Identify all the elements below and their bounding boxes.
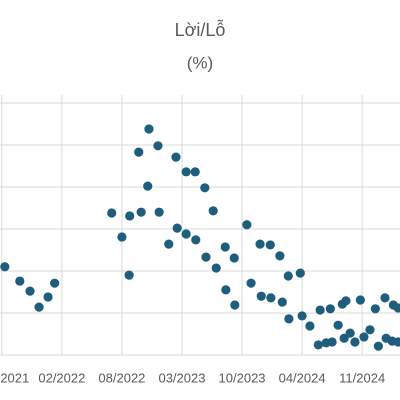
point [211, 263, 221, 273]
x-tick-label: 11/2024 [339, 370, 385, 385]
point [229, 253, 239, 263]
point [117, 232, 127, 242]
point [373, 341, 383, 351]
point [191, 235, 201, 245]
point [144, 124, 154, 134]
point [208, 206, 218, 216]
point [370, 304, 380, 314]
point [34, 302, 44, 312]
point [255, 239, 265, 249]
point [153, 141, 163, 151]
point [221, 285, 231, 295]
point [266, 293, 276, 303]
x-tick-label: 08/2022 [98, 370, 145, 385]
point [50, 278, 60, 288]
point [172, 223, 182, 233]
points [0, 124, 400, 351]
point [246, 278, 256, 288]
point [164, 239, 174, 249]
point [393, 337, 400, 347]
point [107, 208, 117, 218]
point [305, 321, 315, 331]
point [0, 262, 10, 272]
point [393, 303, 400, 313]
point [134, 147, 144, 157]
point [380, 293, 390, 303]
point [190, 167, 200, 177]
point [333, 320, 343, 330]
point [230, 300, 240, 310]
point [295, 268, 305, 278]
point [201, 252, 211, 262]
point [124, 270, 134, 280]
point [350, 337, 360, 347]
point [325, 304, 335, 314]
x-labels: 2021 02/2022 08/2022 03/2023 10/2023 04/2024 1… [0, 370, 385, 385]
point [341, 296, 351, 306]
point [200, 183, 210, 193]
point [220, 242, 230, 252]
point [275, 251, 285, 261]
point [284, 314, 294, 324]
point [359, 332, 369, 342]
point [181, 167, 191, 177]
point [136, 207, 146, 217]
point [256, 291, 266, 301]
chart-title: Lời/Lỗ [175, 19, 226, 40]
x-tick-label: 02/2022 [38, 370, 85, 385]
grid [0, 95, 400, 356]
point [277, 297, 287, 307]
point [25, 286, 35, 296]
point [313, 340, 323, 350]
point [181, 229, 191, 239]
point [171, 152, 181, 162]
point [315, 305, 325, 315]
point [345, 328, 355, 338]
point [154, 207, 164, 217]
point [143, 181, 153, 191]
x-tick-label: 03/2023 [158, 370, 205, 385]
point [265, 240, 275, 250]
point [365, 325, 375, 335]
x-tick-label: 04/2024 [279, 370, 326, 385]
x-tick-label: 10/2023 [219, 370, 266, 385]
point [125, 211, 135, 221]
point [339, 333, 349, 343]
point [15, 276, 25, 286]
point [327, 337, 337, 347]
point [43, 292, 53, 302]
point [297, 311, 307, 321]
x-tick-label: 2021 [0, 370, 29, 385]
chart-subtitle: (%) [187, 53, 213, 72]
point [355, 295, 365, 305]
point [242, 220, 252, 230]
point [283, 271, 293, 281]
